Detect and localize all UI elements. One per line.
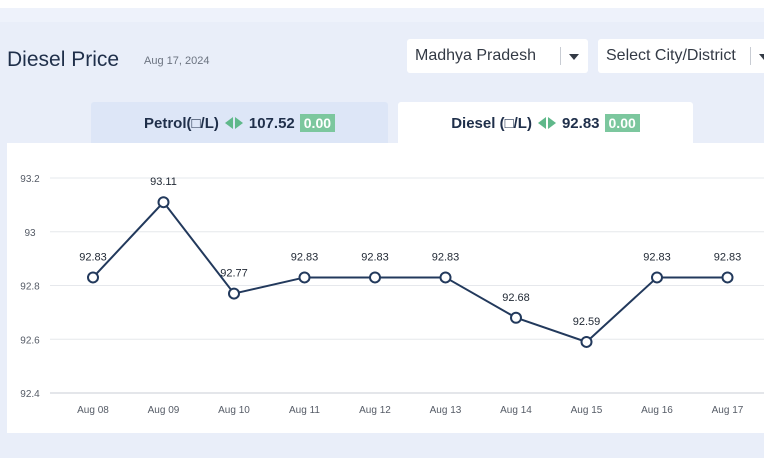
chevron-down-icon xyxy=(759,54,764,60)
tab-diesel-change-badge: 0.00 xyxy=(604,114,640,132)
price-change-arrows-icon xyxy=(537,117,556,129)
data-point[interactable] xyxy=(87,271,99,284)
data-point[interactable] xyxy=(157,196,170,209)
y-tick-label: 92.4 xyxy=(20,389,40,400)
y-tick-label: 92.8 xyxy=(20,282,40,293)
x-tick-label: Aug 17 xyxy=(712,405,744,416)
x-tick-label: Aug 09 xyxy=(148,405,180,416)
data-label: 93.11 xyxy=(150,176,177,188)
data-point[interactable] xyxy=(721,271,734,284)
data-point[interactable] xyxy=(439,271,452,284)
tab-petrol-label: Petrol(□/L) xyxy=(143,114,219,132)
x-tick-label: Aug 13 xyxy=(430,405,462,416)
top-strip xyxy=(0,0,764,8)
x-tick-label: Aug 11 xyxy=(289,405,320,416)
x-tick-label: Aug 12 xyxy=(359,405,391,416)
data-label: 92.83 xyxy=(432,251,460,263)
page-title: Diesel Price xyxy=(7,48,120,71)
chart-card: 92.4 92.6 92.8 93 93.2 Aug 08 Aug 09 Aug 10 Aug… xyxy=(7,143,764,433)
x-tick-label: Aug 15 xyxy=(571,405,603,416)
x-tick-label: Aug 10 xyxy=(218,405,250,416)
tab-petrol-price: 107.52 xyxy=(248,114,295,132)
data-label: 92.83 xyxy=(291,251,319,263)
price-date: Aug 17, 2024 xyxy=(144,55,210,67)
data-label: 92.68 xyxy=(502,292,530,304)
data-label: 92.83 xyxy=(361,251,389,263)
tab-petrol-change-badge: 0.00 xyxy=(299,114,336,132)
y-axis-ticks: 92.4 92.6 92.8 93 93.2 xyxy=(20,174,40,400)
data-labels: 92.83 93.11 92.77 92.83 92.83 92.83 92.68 92.59… xyxy=(79,176,741,328)
city-select-separator xyxy=(750,47,751,65)
data-point[interactable] xyxy=(369,271,381,284)
data-point[interactable] xyxy=(510,311,522,324)
data-point[interactable] xyxy=(651,271,663,284)
city-select-value: Select City/District xyxy=(606,47,736,64)
x-tick-label: Aug 14 xyxy=(500,405,532,416)
city-select[interactable]: Select City/District xyxy=(598,39,764,73)
tab-diesel-label: Diesel (□/L) xyxy=(451,114,532,132)
data-points xyxy=(87,196,734,348)
data-label: 92.83 xyxy=(643,251,671,263)
data-point[interactable] xyxy=(228,287,240,300)
tab-petrol[interactable]: Petrol(□/L) 107.52 0.00 xyxy=(91,102,388,144)
x-axis-ticks: Aug 08 Aug 09 Aug 10 Aug 11 Aug 12 Aug 13 Aug … xyxy=(77,405,744,416)
y-tick-label: 93.2 xyxy=(20,174,40,185)
y-tick-label: 92.6 xyxy=(20,335,40,346)
data-label: 92.59 xyxy=(573,316,601,328)
chevron-down-icon xyxy=(569,54,579,60)
y-tick-label: 93 xyxy=(24,228,36,239)
price-change-arrows-icon xyxy=(224,117,243,129)
data-point[interactable] xyxy=(580,335,593,348)
grid-lines xyxy=(50,177,764,394)
x-tick-label: Aug 16 xyxy=(641,405,673,416)
data-label: 92.77 xyxy=(220,268,248,280)
data-label: 92.83 xyxy=(79,251,107,263)
state-select[interactable]: Madhya Pradesh xyxy=(407,39,588,73)
x-tick-label: Aug 08 xyxy=(77,405,109,416)
state-select-separator xyxy=(560,47,561,65)
state-select-value: Madhya Pradesh xyxy=(415,47,536,64)
tab-diesel[interactable]: Diesel (□/L) 92.83 0.00 xyxy=(398,102,693,144)
data-label: 92.83 xyxy=(714,251,742,263)
tab-diesel-price: 92.83 xyxy=(561,114,600,132)
series-line xyxy=(92,200,728,344)
data-point[interactable] xyxy=(298,271,311,284)
